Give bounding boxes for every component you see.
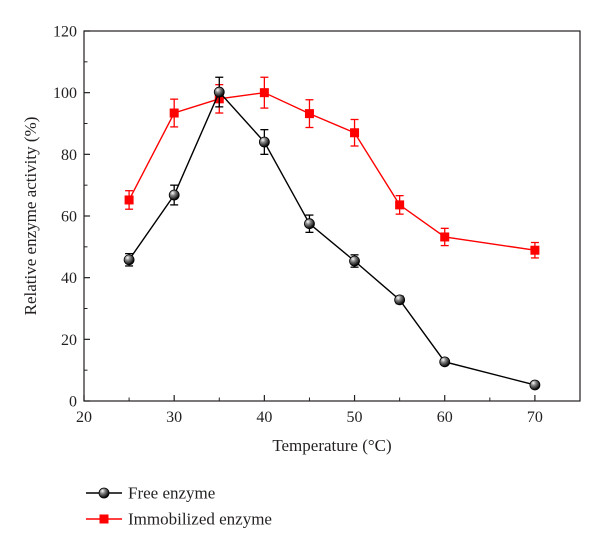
legend-marker-free-enzyme (98, 487, 110, 499)
data-point-immobilized-enzyme (530, 245, 540, 255)
series-line-free-enzyme (128, 90, 536, 386)
y-tick-label-20: 20 (61, 332, 77, 349)
y-axis-title: Relative enzyme activity (%) (21, 117, 40, 316)
series-line-immobilized-enzyme (128, 91, 536, 251)
data-point-free-enzyme (439, 356, 451, 368)
legend-marker-immobilized-enzyme (99, 514, 109, 524)
data-point-free-enzyme (394, 294, 406, 306)
data-point-immobilized-enzyme (124, 195, 134, 205)
y-tick-label-80: 80 (61, 147, 77, 164)
data-point-free-enzyme (123, 254, 135, 266)
legend: Free enzyme Immobilized enzyme (86, 484, 272, 529)
legend-label-free-enzyme: Free enzyme (128, 484, 215, 503)
data-point-immobilized-enzyme (350, 128, 360, 138)
x-tick-label-70: 70 (527, 409, 543, 426)
x-tick-label-30: 30 (166, 409, 182, 426)
x-tick-label-50: 50 (347, 409, 363, 426)
y-tick-label-120: 120 (53, 24, 77, 41)
data-point-free-enzyme (304, 218, 315, 230)
data-point-free-enzyme (258, 136, 270, 148)
legend-label-immobilized-enzyme: Immobilized enzyme (128, 510, 272, 529)
data-point-immobilized-enzyme (169, 108, 179, 118)
y-tick-label-0: 0 (69, 394, 77, 411)
x-axis-title: Temperature (°C) (272, 436, 391, 455)
data-point-free-enzyme (349, 255, 360, 267)
series-free-enzyme (123, 76, 541, 391)
legend-item-free-enzyme: Free enzyme (86, 484, 215, 503)
x-tick-label-20: 20 (76, 409, 92, 426)
data-point-immobilized-enzyme (395, 200, 405, 210)
y-tick-label-40: 40 (61, 270, 77, 287)
data-point-free-enzyme (168, 189, 180, 201)
x-tick-label-40: 40 (256, 409, 272, 426)
data-point-free-enzyme (213, 86, 225, 98)
plot-frame (83, 30, 581, 402)
y-tick-label-60: 60 (61, 209, 77, 226)
legend-item-immobilized-enzyme: Immobilized enzyme (86, 510, 272, 529)
data-point-immobilized-enzyme (259, 88, 269, 98)
x-tick-label-60: 60 (437, 409, 453, 426)
data-point-immobilized-enzyme (304, 109, 314, 119)
series-layer (123, 76, 541, 391)
data-point-free-enzyme (529, 379, 541, 391)
y-tick-label-100: 100 (53, 85, 77, 102)
data-point-immobilized-enzyme (440, 232, 450, 242)
